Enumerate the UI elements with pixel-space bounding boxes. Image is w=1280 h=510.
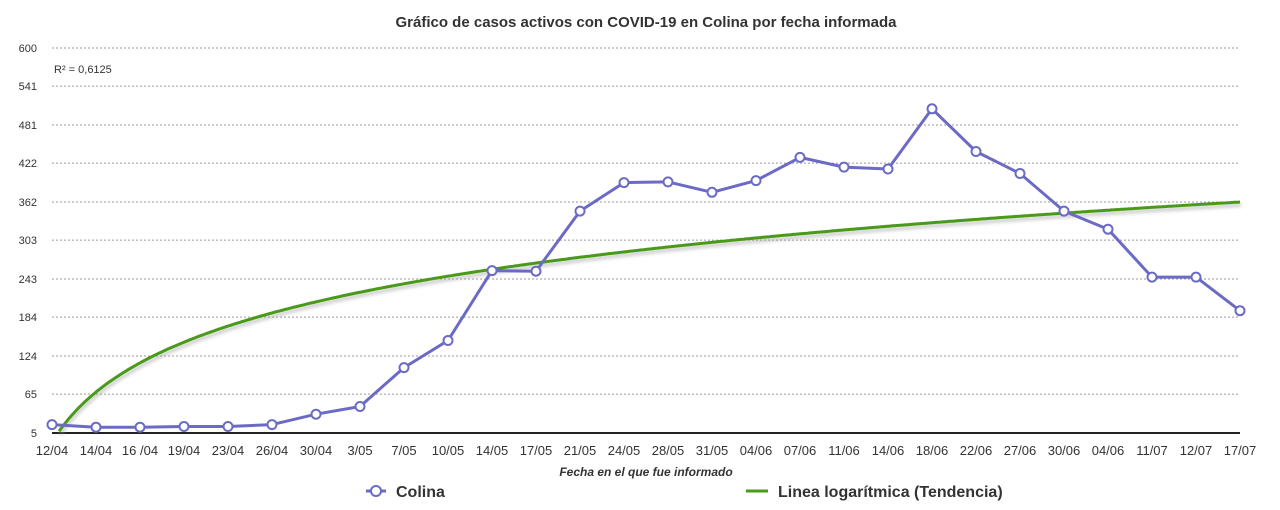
x-tick-label: 18/06 — [916, 443, 949, 458]
y-tick-label: 243 — [19, 274, 37, 286]
x-tick-label: 28/05 — [652, 443, 685, 458]
data-point-colina[interactable] — [310, 408, 322, 420]
data-point-colina[interactable] — [1058, 205, 1070, 217]
y-tick-label: 600 — [19, 43, 37, 55]
x-tick-label: 31/05 — [696, 443, 729, 458]
data-point-colina[interactable] — [574, 205, 586, 217]
data-point-colina[interactable] — [882, 163, 894, 175]
y-tick-label: 422 — [19, 158, 37, 170]
series-layer — [46, 103, 1246, 436]
x-tick-label: 27/06 — [1004, 443, 1037, 458]
x-tick-label: 14/06 — [872, 443, 905, 458]
x-tick-label: 10/05 — [432, 443, 465, 458]
x-tick-label: 24/05 — [608, 443, 641, 458]
x-tick-label: 23/04 — [212, 443, 245, 458]
data-point-colina[interactable] — [794, 151, 806, 163]
legend-marker-colina — [370, 485, 382, 497]
data-point-colina[interactable] — [1014, 168, 1026, 179]
x-tick-label: 3/05 — [347, 443, 372, 458]
data-point-colina[interactable] — [838, 161, 850, 173]
x-axis-label: Fecha en el que fue informado — [559, 465, 732, 479]
data-point-colina[interactable] — [222, 421, 234, 432]
x-tick-label: 12/04 — [36, 443, 69, 458]
data-point-colina[interactable] — [662, 176, 674, 188]
y-tick-label: 481 — [19, 120, 37, 132]
data-point-colina[interactable] — [266, 419, 278, 431]
y-tick-label: 5 — [31, 428, 37, 440]
x-tick-label: 30/06 — [1048, 443, 1081, 458]
x-tick-label: 22/06 — [960, 443, 993, 458]
y-tick-label: 124 — [19, 351, 37, 363]
data-point-colina[interactable] — [530, 265, 542, 277]
data-point-colina[interactable] — [750, 175, 762, 187]
y-tick-label: 65 — [25, 389, 37, 401]
x-tick-label: 21/05 — [564, 443, 597, 458]
data-point-colina[interactable] — [46, 419, 58, 431]
data-point-colina[interactable] — [1146, 271, 1158, 283]
data-point-colina[interactable] — [398, 362, 410, 374]
r-squared-annotation: R² = 0,6125 — [54, 64, 112, 76]
trend-line — [57, 200, 1241, 433]
data-point-colina[interactable] — [1190, 271, 1202, 283]
data-point-colina[interactable] — [442, 335, 454, 346]
data-point-colina[interactable] — [1102, 223, 1114, 235]
x-tick-label: 12/07 — [1180, 443, 1213, 458]
data-point-colina[interactable] — [706, 186, 718, 198]
data-point-colina[interactable] — [178, 421, 190, 432]
y-tick-label: 362 — [19, 197, 37, 209]
series-line-colina — [51, 107, 1241, 429]
y-axis: 5 65 124 184 243 303 362 422 481 541 600 — [19, 43, 37, 440]
x-tick-label: 04/06 — [740, 443, 773, 458]
x-tick-label: 11/06 — [828, 443, 860, 458]
legend-item-colina[interactable]: Colina — [366, 484, 445, 501]
x-tick-label: 17/05 — [520, 443, 553, 458]
x-tick-label: 11/07 — [1136, 443, 1168, 458]
x-tick-label: 07/06 — [784, 443, 817, 458]
x-tick-label: 17/07 — [1224, 443, 1257, 458]
legend-label-colina: Colina — [396, 484, 445, 501]
x-tick-label: 19/04 — [168, 443, 201, 458]
x-tick-label: 14/04 — [80, 443, 113, 458]
data-point-colina[interactable] — [926, 103, 938, 115]
data-point-colina[interactable] — [354, 401, 366, 412]
data-point-colina[interactable] — [486, 265, 498, 277]
data-point-colina[interactable] — [618, 177, 630, 189]
x-tick-label: 30/04 — [300, 443, 333, 458]
trend-line-shadow — [58, 203, 1242, 436]
y-tick-label: 541 — [19, 81, 37, 93]
x-tick-label: 16 /04 — [122, 443, 158, 458]
legend: Colina Linea logarítmica (Tendencia) — [366, 484, 1003, 501]
chart-title: Gráfico de casos activos con COVID-19 en… — [396, 14, 898, 31]
x-tick-label: 14/05 — [476, 443, 509, 458]
data-point-colina[interactable] — [970, 146, 982, 157]
grid — [52, 47, 1240, 434]
data-point-colina[interactable] — [1234, 305, 1246, 317]
y-tick-label: 303 — [19, 235, 37, 247]
legend-item-trend[interactable]: Linea logarítmica (Tendencia) — [746, 484, 1003, 501]
data-point-colina[interactable] — [134, 421, 146, 433]
x-axis: 12/04 14/04 16 /04 19/04 23/04 26/04 30/04 3/05… — [36, 443, 1257, 458]
x-tick-label: 26/04 — [256, 443, 289, 458]
x-tick-label: 7/05 — [391, 443, 416, 458]
data-point-colina[interactable] — [90, 421, 102, 433]
legend-label-trend: Linea logarítmica (Tendencia) — [778, 484, 1003, 501]
x-tick-label: 04/06 — [1092, 443, 1125, 458]
y-tick-label: 184 — [19, 312, 37, 324]
